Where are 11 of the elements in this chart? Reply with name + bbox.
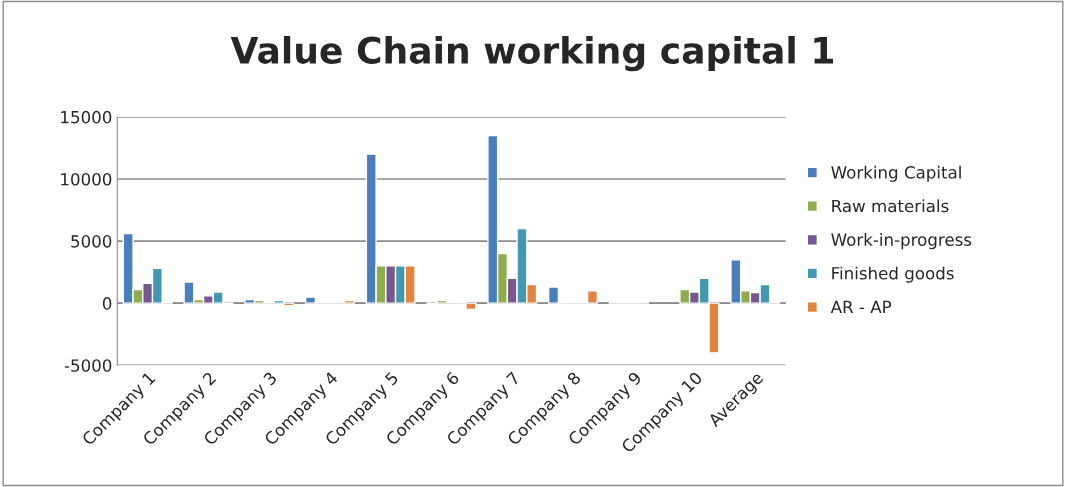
y-tick-label: 5000 bbox=[71, 235, 112, 248]
legend-label: Finished goods bbox=[832, 266, 954, 283]
y-tick-label: 10000 bbox=[61, 172, 112, 186]
legend-label: Raw materials bbox=[832, 199, 949, 213]
legend-label: Working Capital bbox=[831, 165, 961, 182]
y-tick-label: 15000 bbox=[61, 110, 112, 124]
y-tick-label: -5000 bbox=[64, 359, 112, 372]
y-tick-label: 0 bbox=[102, 297, 112, 310]
legend-label: AR - AP bbox=[830, 300, 892, 313]
chart-title: Value Chain working capital 1 bbox=[230, 35, 833, 72]
legend-label: Work-in-progress bbox=[831, 233, 972, 250]
